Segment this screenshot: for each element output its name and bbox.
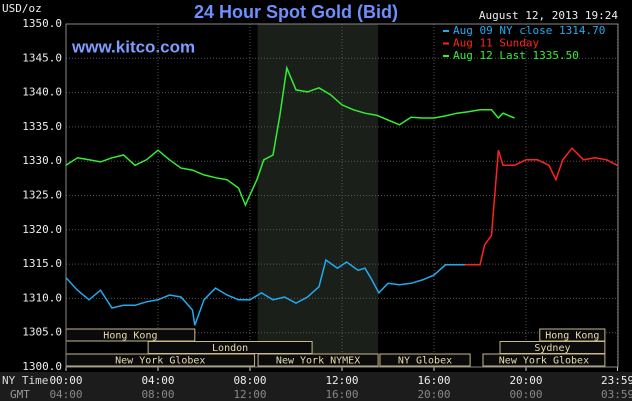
session-box: [379, 353, 471, 367]
y-tick-label: 1340.0: [22, 86, 62, 99]
timestamp: August 12, 2013 19:24: [479, 9, 618, 22]
y-tick-label: 1300.0: [22, 360, 62, 373]
session-label: New York Globex: [499, 356, 589, 367]
x-tick-label: 20:00: [509, 374, 542, 387]
series-line: [65, 65, 515, 208]
y-tick-label: 1350.0: [22, 17, 62, 30]
session-label: Hong Kong: [545, 331, 599, 342]
session-label: Hong Kong: [103, 331, 157, 342]
gmt-tick-label: 12:00: [233, 388, 266, 401]
gmt-tick-label: 20:00: [417, 388, 450, 401]
series-line: [465, 147, 618, 266]
y-tick-label: 1320.0: [22, 223, 62, 236]
y-tick-label: 1310.0: [22, 291, 62, 304]
y-axis-label: USD/oz: [2, 2, 42, 15]
x-tick-label: 04:00: [141, 374, 174, 387]
x-tick-label: 23:59: [601, 374, 632, 387]
y-tick-label: 1325.0: [22, 189, 62, 202]
gmt-tick-label: 04:00: [49, 388, 82, 401]
y-tick-label: 1335.0: [22, 120, 62, 133]
session-label: New York Globex: [115, 356, 205, 367]
gmt-tick-label: 16:00: [325, 388, 358, 401]
session-box: [257, 353, 379, 367]
session-label: London: [212, 343, 248, 354]
axis-band: [0, 372, 632, 401]
chart-title: 24 Hour Spot Gold (Bid): [194, 2, 398, 22]
legend-label: Aug 12 Last 1335.50: [453, 49, 579, 62]
session-label: New York NYMEX: [276, 356, 360, 367]
x-axis-label: NY Time: [2, 374, 48, 387]
x-tick-label: 16:00: [417, 374, 450, 387]
shaded-region: [257, 24, 379, 367]
y-tick-label: 1345.0: [22, 51, 62, 64]
source-url: www.kitco.com: [71, 37, 195, 56]
y-tick-label: 1315.0: [22, 257, 62, 270]
y-tick-label: 1305.0: [22, 326, 62, 339]
session-label: Sydney: [534, 343, 570, 354]
legend-label: Aug 11 Sunday: [453, 37, 539, 50]
gmt-tick-label: 03:59: [601, 388, 632, 401]
plot-border: [65, 23, 619, 368]
gmt-tick-label: 08:00: [141, 388, 174, 401]
series-line: [65, 258, 466, 326]
x-tick-label: 08:00: [233, 374, 266, 387]
legend-label: Aug 09 NY close 1314.70: [453, 24, 605, 37]
x-tick-label: 12:00: [325, 374, 358, 387]
x2-axis-label: GMT: [10, 388, 30, 401]
x-tick-label: 00:00: [49, 374, 82, 387]
gmt-tick-label: 00:00: [509, 388, 542, 401]
session-box: [482, 353, 606, 367]
session-label: NY Globex: [398, 356, 452, 367]
y-tick-label: 1330.0: [22, 154, 62, 167]
